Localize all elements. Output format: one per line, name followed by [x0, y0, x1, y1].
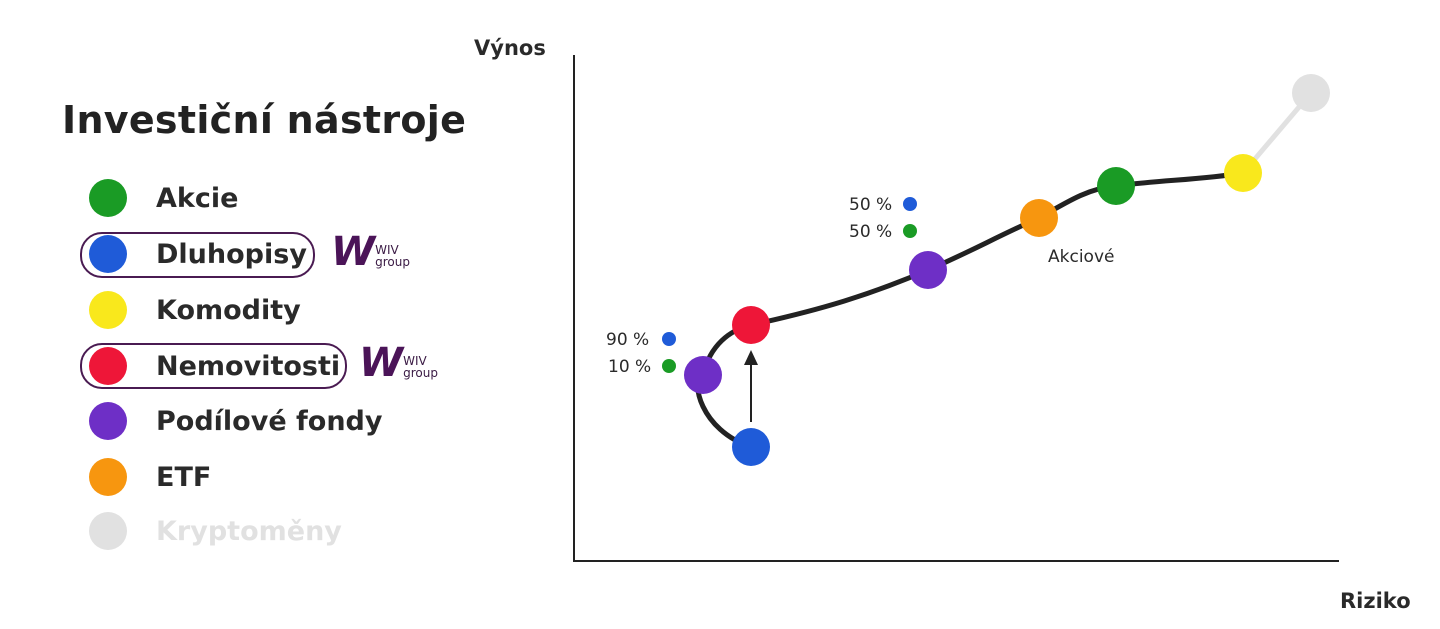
green-dot-icon [89, 179, 127, 217]
blue-dot-icon [662, 332, 676, 346]
etf-label: Akciové [1048, 247, 1114, 267]
orange-dot-icon [89, 458, 127, 496]
node-komodity [1224, 154, 1262, 192]
arrow-up-icon [744, 350, 758, 365]
legend-item-komodity: Komodity [89, 290, 301, 330]
mix1-stocks-pct: 10 % [608, 357, 651, 377]
x-axis-label: Riziko [1340, 589, 1411, 613]
risk-return-curve [695, 170, 1244, 450]
legend-item-nemovitosti: Nemovitosti [89, 346, 340, 386]
yellow-dot-icon [89, 291, 127, 329]
red-dot-icon [89, 347, 127, 385]
mix1-bonds-pct: 90 % [606, 330, 649, 350]
green-dot-icon [903, 224, 917, 238]
logo-text: WIV [403, 354, 427, 368]
legend-item-kryptomeny: Kryptoměny [89, 511, 342, 551]
logo-mark: W [359, 340, 403, 386]
mix2-stocks-pct: 50 % [849, 222, 892, 242]
green-dot-icon [662, 359, 676, 373]
highlight-dluhopisy [80, 232, 315, 278]
legend-item-dluhopisy: Dluhopisy [89, 234, 307, 274]
legend-label: ETF [156, 461, 212, 493]
y-axis-label: Výnos [474, 36, 546, 60]
legend-item-etf: ETF [89, 457, 211, 497]
wiv-group-logo: W WIV group [359, 340, 438, 386]
node-dluhopisy [732, 428, 770, 466]
node-podilove-fondy-conservative [684, 356, 722, 394]
logo-text: group [403, 366, 438, 380]
logo-mark: W [331, 229, 375, 275]
node-nemovitosti [732, 306, 770, 344]
wiv-group-logo: W WIV group [331, 229, 410, 275]
legend-label: Dluhopisy [156, 238, 307, 270]
node-podilove-fondy-balanced [909, 251, 947, 289]
legend-label: Podílové fondy [156, 405, 383, 437]
logo-text: group [375, 255, 410, 269]
node-etf [1020, 199, 1058, 237]
blue-dot-icon [903, 197, 917, 211]
blue-dot-icon [89, 235, 127, 273]
legend-title: Investiční nástroje [62, 98, 467, 142]
highlight-nemovitosti [80, 343, 347, 389]
logo-text: WIV [375, 243, 399, 257]
legend-item-akcie: Akcie [89, 178, 238, 218]
gray-dot-icon [89, 512, 127, 550]
legend-label: Komodity [156, 294, 301, 326]
mix2-bonds-pct: 50 % [849, 195, 892, 215]
legend-label: Kryptoměny [156, 515, 342, 547]
legend-label: Nemovitosti [156, 350, 341, 382]
legend-item-podilove-fondy: Podílové fondy [89, 401, 382, 441]
purple-dot-icon [89, 402, 127, 440]
node-akcie [1097, 167, 1135, 205]
node-kryptomeny [1292, 74, 1330, 112]
legend-label: Akcie [156, 182, 239, 214]
